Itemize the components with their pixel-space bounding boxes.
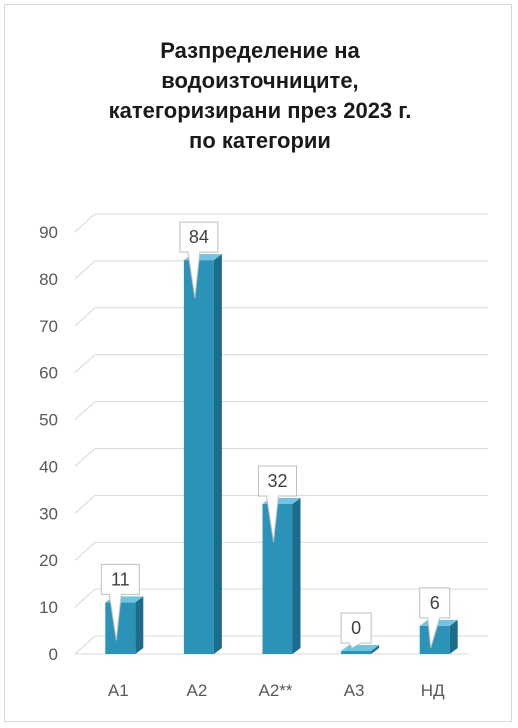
gridline-depth (74, 213, 96, 233)
bar-front (105, 602, 136, 654)
data-label-callout (100, 563, 140, 641)
bar (183, 254, 222, 654)
chart-title-line-1: Разпределение на (160, 38, 360, 63)
y-tick-label: 80 (39, 270, 58, 289)
x-tick-label: A2** (258, 681, 292, 700)
data-label: 11 (100, 563, 140, 641)
x-tick-label: A1 (108, 681, 129, 700)
data-label-callout (258, 465, 297, 543)
data-label-text: 84 (189, 227, 209, 247)
data-label: 0 (340, 612, 372, 649)
gridline (74, 260, 488, 280)
y-tick-label: 70 (39, 317, 58, 336)
y-tick-label: 40 (39, 457, 58, 476)
bar (341, 645, 380, 654)
y-tick-label: 50 (39, 411, 58, 430)
data-label-text: 0 (351, 618, 361, 638)
bar-side (449, 619, 458, 654)
y-tick-label: 60 (39, 364, 58, 383)
data-label-text: 6 (430, 593, 440, 613)
gridline-depth (74, 448, 96, 467)
chart-title-line-4: по категории (189, 128, 331, 153)
x-tick-label: НД (421, 681, 445, 700)
gridline-depth (74, 260, 96, 280)
data-label-callout (340, 612, 372, 649)
gridline (74, 401, 488, 420)
gridline-depth (74, 354, 96, 374)
bar-side (371, 645, 380, 654)
data-label-text: 11 (111, 569, 130, 589)
gridline-depth (74, 307, 96, 327)
gridline-depth (74, 588, 96, 608)
gridline (74, 213, 488, 233)
gridline-depth (74, 541, 96, 561)
data-label-callout (419, 587, 451, 649)
data-label-callout (179, 221, 219, 299)
gridline (74, 354, 488, 374)
gridline-depth (74, 494, 96, 514)
chart-title-line-3: категоризирани през 2023 г. (108, 98, 412, 123)
gridline-depth (74, 635, 96, 655)
gridline (74, 447, 488, 467)
bar-front (183, 260, 214, 654)
y-tick-label: 30 (39, 504, 58, 523)
data-label: 84 (179, 221, 219, 299)
bar (419, 619, 458, 654)
data-label: 6 (419, 587, 451, 649)
y-tick-label: 0 (49, 645, 58, 664)
x-tick-label: A2 (187, 681, 208, 700)
x-tick-label: A3 (344, 681, 365, 700)
y-tick-label: 90 (39, 223, 58, 242)
y-tick-label: 20 (39, 551, 58, 570)
gridline (74, 307, 488, 327)
chart-title: Разпределение на водоизточниците, катего… (30, 36, 490, 156)
bar-side (292, 497, 301, 654)
bar-side (213, 254, 222, 654)
bar-front (262, 503, 293, 654)
data-label: 32 (258, 465, 297, 543)
gridline-depth (74, 401, 96, 420)
data-label-text: 32 (267, 471, 287, 491)
bar-front (341, 651, 372, 654)
bar-side (135, 596, 144, 654)
y-tick-label: 10 (39, 598, 58, 617)
bar-top (341, 645, 380, 651)
bar (262, 497, 301, 654)
chart-title-line-2: водоизточниците, (161, 68, 359, 93)
